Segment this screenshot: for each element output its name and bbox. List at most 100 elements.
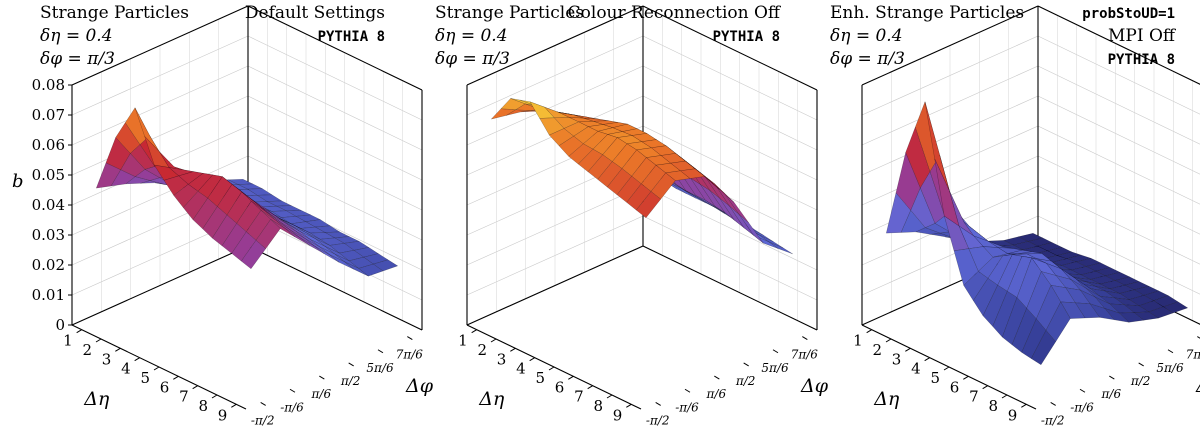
x-tick-label: 6 [555,378,565,396]
surface-cell [635,191,662,219]
axis-frame-line [861,5,1039,86]
x-tick-mark [1021,403,1027,408]
y-tick-label: π/6 [1101,387,1122,401]
gridline [1037,65,1200,145]
axis-frame-line [466,245,644,326]
x-axis-label: Δη [83,388,110,410]
setting-line: PYTHIA 8 [1108,52,1175,68]
surface-cell [1089,303,1115,321]
y-tick-label: π/2 [1130,374,1151,388]
y-tick-mark [1079,388,1086,393]
y-tick-mark [1050,401,1056,406]
gridline [642,215,818,301]
gridline [247,65,423,151]
x-tick-mark [982,385,988,390]
gridline [1037,35,1200,115]
title-line: δη = 0.4 [435,26,508,46]
y-axis-label: Δφ [1195,375,1200,397]
gridline [247,125,423,211]
axis-frame-line [1037,5,1200,85]
wall-back [247,5,423,331]
y-tick-label: 7π/6 [396,348,424,362]
z-tick-label: 0.08 [32,76,65,94]
x-tick-label: 3 [892,350,902,368]
title-line: δη = 0.4 [830,26,903,46]
gridline [1037,125,1200,205]
surface-cell [343,261,369,277]
y-tick-label: 5π/6 [761,361,789,375]
surface-cell [1074,302,1101,319]
y-tick-mark [1109,375,1115,380]
z-tick-label: 0.05 [32,166,65,184]
x-tick-label: 4 [121,360,131,378]
surface-cell [270,219,296,238]
x-tick-label: 6 [950,378,960,396]
gridline [1037,155,1200,235]
z-tick-label: 0.06 [32,136,65,154]
x-tick-label: 3 [497,350,507,368]
surface-cell [1030,329,1057,366]
title-line: Strange Particles [40,3,189,23]
x-tick-mark [568,375,574,380]
title-line: Enh. Strange Particles [830,3,1024,23]
axis-frame-line [642,5,818,91]
y-tick-label: 7π/6 [1186,348,1200,362]
z-tick-label: 0 [55,316,65,334]
gridline [247,155,423,241]
y-tick-mark [655,401,661,406]
setting-line: MPI Off [1108,26,1177,46]
gridline [642,125,818,211]
y-tick-mark [407,336,413,341]
title-line: δφ = π/3 [435,49,510,69]
surface-cell [1118,312,1145,323]
x-tick-label: 2 [872,341,882,359]
y-tick-mark [319,375,325,380]
x-tick-label: 4 [911,360,921,378]
setting-line: PYTHIA 8 [713,29,780,45]
x-tick-label: 1 [458,332,468,350]
y-tick-label: -π/2 [646,413,670,427]
surface-mesh [885,100,1189,366]
x-tick-mark [548,366,555,371]
y-tick-label: -π/6 [280,400,304,414]
x-tick-label: 7 [574,388,584,406]
x-tick-label: 7 [179,388,189,406]
x-tick-label: 8 [198,397,208,415]
x-tick-mark [192,385,198,390]
z-tick-label: 0.03 [32,226,65,244]
x-tick-label: 1 [63,332,73,350]
x-tick-mark [905,347,911,352]
z-tick-label: 0.07 [32,106,65,124]
y-tick-label: -π/6 [1070,400,1094,414]
x-tick-mark [943,366,950,371]
gridline [1037,215,1200,295]
x-tick-mark [924,357,930,362]
y-tick-mark [377,349,384,354]
x-tick-mark [95,338,102,343]
surface-cell [285,228,310,246]
title-line: Strange Particles [435,3,584,23]
x-tick-label: 1 [853,332,863,350]
surface-cell [729,205,754,236]
x-tick-mark [606,394,613,399]
surface-cell [240,239,267,270]
z-tick-label: 0.01 [32,286,65,304]
gridline [642,35,818,121]
x-tick-mark [134,357,140,362]
axis-frame-line [247,5,423,91]
surface-mesh [95,107,399,277]
x-tick-mark [115,347,121,352]
surface-cell [1133,311,1159,321]
title-line: δη = 0.4 [40,26,113,46]
surface-cell [1162,301,1189,314]
y-tick-label: π/6 [706,387,727,401]
x-tick-label: 4 [516,360,526,378]
x-tick-label: 7 [969,388,979,406]
axis-frame-line [71,245,249,326]
x-tick-label: 9 [218,406,228,424]
y-tick-label: 7π/6 [791,348,819,362]
z-tick-label: 0.04 [32,196,65,214]
axis-frame-line [642,245,818,331]
surface-cell [709,180,735,203]
x-tick-label: 8 [593,397,603,415]
